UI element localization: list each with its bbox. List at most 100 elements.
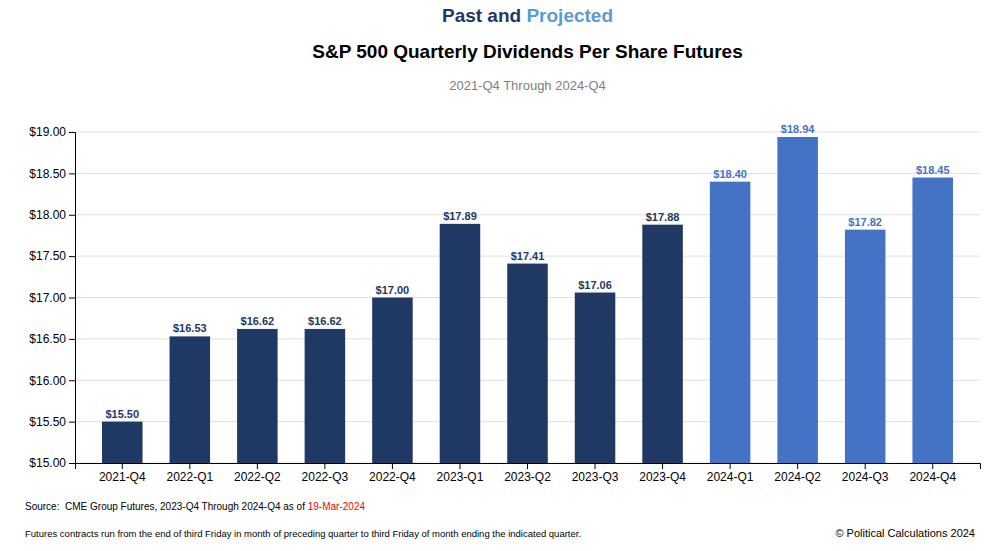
x-tick-mark [932,463,933,469]
data-label: $16.62 [308,315,342,327]
x-tick-mark [797,463,798,469]
x-tick-mark [189,463,190,469]
x-tick-label: 2022-Q1 [166,470,213,484]
y-tick: $16.00 [29,374,75,388]
x-axis-line [76,464,981,470]
data-label: $18.94 [781,123,816,135]
source-part: 19-Mar-2024 [308,501,366,512]
bar [642,225,683,463]
x-tick: 2022-Q3 [302,463,349,484]
x-tick-mark [257,463,258,469]
data-label: $18.45 [916,164,950,176]
y-tick-mark [69,463,75,464]
x-tick: 2022-Q4 [369,463,416,484]
y-tick-mark [69,132,75,133]
title-part: Past and [442,5,526,26]
title-part: Projected [526,5,613,26]
source-part: Source: CME Group Futures, 2023-Q4 Throu… [25,501,308,512]
x-tick: 2023-Q1 [437,463,484,484]
x-tick: 2021-Q4 [99,463,146,484]
y-tick: $17.50 [29,249,75,263]
x-tick-label: 2021-Q4 [99,470,146,484]
x-tick-label: 2022-Q4 [369,470,416,484]
x-tick-mark [392,463,393,469]
y-tick-mark [69,173,75,174]
bar [507,264,548,463]
x-tick-label: 2024-Q3 [842,470,889,484]
footnote: Futures contracts run from the end of th… [25,528,581,539]
x-tick: 2024-Q3 [842,463,889,484]
bar [170,336,211,463]
x-tick: 2023-Q2 [504,463,551,484]
copyright: © Political Calculations 2024 [835,527,975,539]
bar [440,224,481,463]
y-tick: $15.50 [29,415,75,429]
y-tick-mark [69,380,75,381]
bar [845,230,886,463]
grid-line [75,173,980,174]
x-tick: 2024-Q1 [707,463,754,484]
y-tick-label: $15.00 [29,456,66,470]
y-tick: $18.00 [29,208,75,222]
y-axis-line [69,133,76,464]
source: Source: CME Group Futures, 2023-Q4 Throu… [25,501,365,512]
x-tick-label: 2023-Q2 [504,470,551,484]
x-tick-mark [662,463,663,469]
y-tick: $17.00 [29,291,75,305]
y-tick: $18.50 [29,167,75,181]
y-tick: $19.00 [29,125,75,139]
x-tick: 2024-Q4 [909,463,956,484]
x-tick-mark [122,463,123,469]
x-tick-label: 2024-Q1 [707,470,754,484]
data-label: $16.62 [241,315,275,327]
y-tick-label: $19.00 [29,125,66,139]
grid [75,132,980,463]
data-label: $17.88 [646,211,680,223]
bars [102,137,953,463]
x-tick-mark [324,463,325,469]
data-label: $17.82 [848,216,882,228]
y-tick-mark [69,422,75,423]
data-label: $17.89 [443,210,477,222]
bar [912,178,953,463]
grid-line [75,132,980,133]
x-tick: 2024-Q2 [774,463,821,484]
x-tick-label: 2024-Q2 [774,470,821,484]
bar [575,293,616,463]
x-tick-label: 2022-Q3 [302,470,349,484]
y-tick: $15.00 [29,456,75,470]
y-tick-label: $16.50 [29,332,66,346]
x-tick-label: 2023-Q1 [437,470,484,484]
x-tick-mark [865,463,866,469]
data-label: $16.53 [173,322,207,334]
data-label: $17.41 [511,250,545,262]
y-tick-mark [69,298,75,299]
bar [777,137,818,463]
y-tick: $16.50 [29,332,75,346]
chart: Past and Projected S&P 500 Quarterly Divi… [0,0,1000,551]
y-tick-label: $17.00 [29,291,66,305]
y-tick-mark [69,339,75,340]
plot: $15.00 $15.50 $16.00 $16.50 $17.00 $17.50 $18.… [29,123,980,484]
x-tick-mark [730,463,731,469]
y-axis: $15.00 $15.50 $16.00 $16.50 $17.00 $17.50 $18.… [29,125,75,470]
x-tick: 2023-Q4 [639,463,686,484]
data-label: $17.06 [578,279,612,291]
x-tick-mark [595,463,596,469]
x-tick: 2022-Q2 [234,463,281,484]
title: Past and Projected [442,5,613,26]
subtitle: 2021-Q4 Through 2024-Q4 [449,78,606,93]
y-tick-mark [69,215,75,216]
y-tick-mark [69,256,75,257]
title: S&P 500 Quarterly Dividends Per Share Fu… [312,41,743,62]
x-tick-label: 2024-Q4 [909,470,956,484]
y-tick-label: $17.50 [29,249,66,263]
y-tick-label: $18.50 [29,167,66,181]
x-tick-mark [459,463,460,469]
bar [372,298,413,464]
x-tick-label: 2023-Q3 [572,470,619,484]
data-label: $18.40 [713,168,747,180]
x-tick: 2022-Q1 [166,463,213,484]
bar [305,329,346,463]
x-tick-label: 2023-Q4 [639,470,686,484]
